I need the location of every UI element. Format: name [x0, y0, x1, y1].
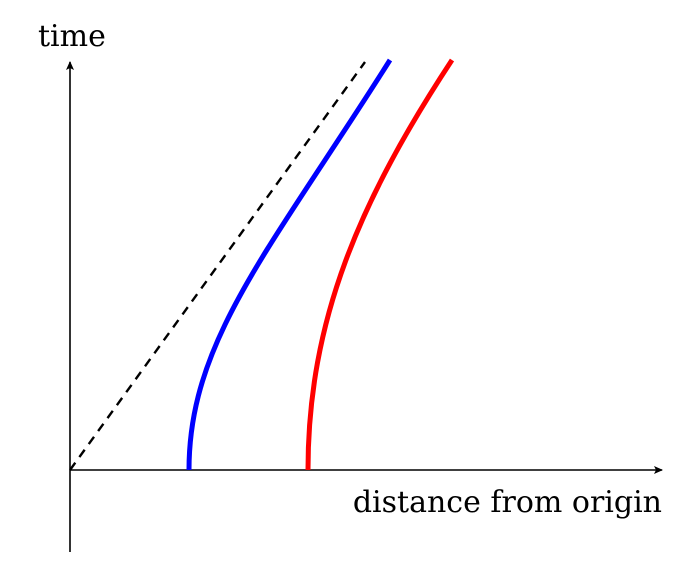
light-ray-dashed-line: [69, 61, 366, 471]
worldline-blue: [186, 58, 393, 471]
worldline-red: [305, 58, 455, 471]
y-axis-label: time: [38, 19, 106, 54]
x-axis-label: distance from origin: [353, 485, 662, 520]
